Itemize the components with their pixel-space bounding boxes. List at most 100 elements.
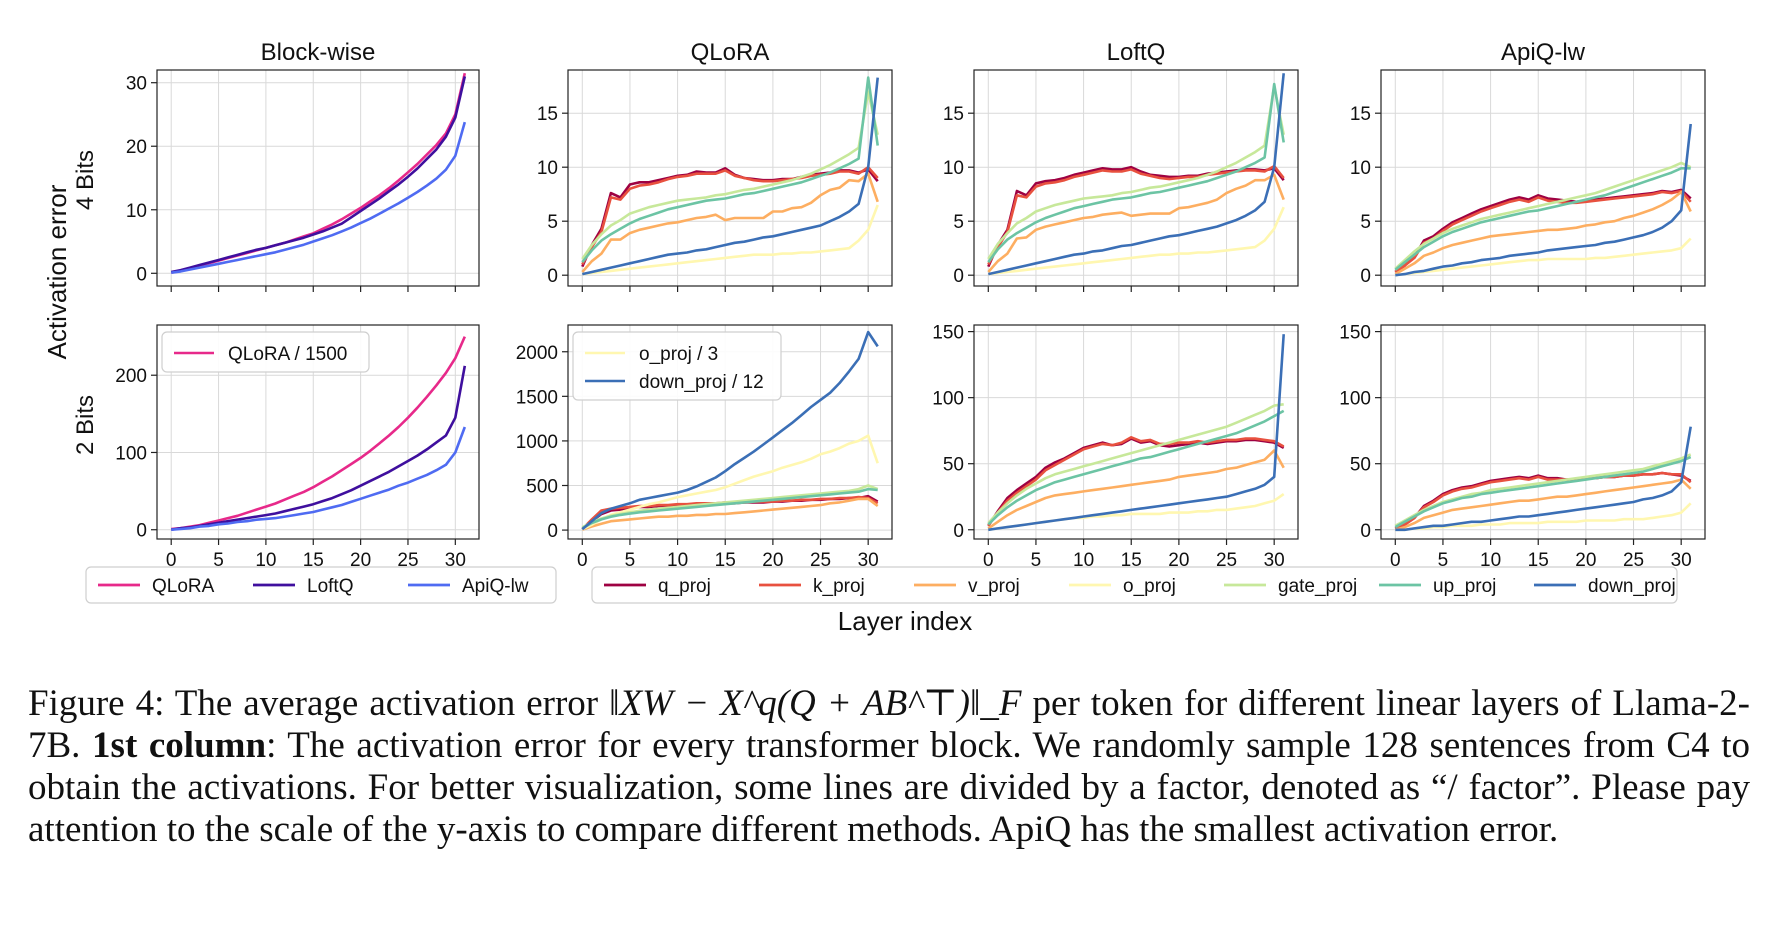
y-tick-label: 50 bbox=[943, 455, 964, 476]
plot-frame bbox=[156, 69, 480, 287]
y-tick-label: 0 bbox=[136, 521, 147, 542]
x-tick-label: 25 bbox=[397, 550, 418, 571]
row-label-2bits: 2 Bits bbox=[72, 395, 99, 455]
legend-box bbox=[85, 566, 557, 604]
y-tick-label: 5 bbox=[953, 212, 964, 233]
y-tick-label: 150 bbox=[932, 323, 964, 344]
x-tick-label: 25 bbox=[1216, 550, 1237, 571]
caption-math: ‖XW − X^q(Q + AB^⊤)‖_F bbox=[609, 683, 1022, 724]
series-line-down-proj bbox=[1395, 426, 1692, 532]
y-tick-label: 0 bbox=[953, 521, 964, 542]
y-tick-label: 15 bbox=[943, 104, 964, 125]
x-tick-label: 30 bbox=[445, 550, 466, 571]
x-tick-label: 20 bbox=[350, 550, 371, 571]
x-tick-label: 5 bbox=[213, 550, 224, 571]
x-tick-label: 5 bbox=[1031, 550, 1042, 571]
y-tick-label: 0 bbox=[547, 266, 558, 287]
y-tick-label: 15 bbox=[537, 104, 558, 125]
y-tick-label: 10 bbox=[537, 158, 558, 179]
x-tick-label: 25 bbox=[810, 550, 831, 571]
panel-2bit-3: 0 50 100 150 0 5 10 15 20 25 30 bbox=[1339, 323, 1706, 571]
series-line-down-proj bbox=[1395, 123, 1692, 277]
legend-label-qlora: QLoRA bbox=[152, 576, 215, 597]
series-line-up-proj bbox=[987, 409, 1285, 526]
x-tick-label: 5 bbox=[625, 550, 636, 571]
series-line-gate-proj bbox=[987, 403, 1284, 524]
series-line-gate-proj bbox=[581, 90, 879, 260]
row-label-4bits: 4 Bits bbox=[72, 150, 99, 210]
x-tick-label: 20 bbox=[1168, 550, 1189, 571]
y-tick-label: 500 bbox=[526, 477, 558, 498]
series-line-q-proj bbox=[1394, 471, 1692, 530]
figure-grid: 0 10 20 30 Block-wise 0 5 10 15 QLoRA 0 5 10 15 LoftQ 0… bbox=[42, 39, 1706, 636]
x-axis-label: Layer index bbox=[838, 606, 972, 636]
x-tick-label: 15 bbox=[715, 550, 736, 571]
plot-frame bbox=[156, 324, 480, 540]
y-tick-label: 10 bbox=[126, 201, 147, 222]
legend-label-apiq-lw: ApiQ-lw bbox=[462, 576, 529, 597]
inset-legend-label: down_proj / 12 bbox=[639, 372, 764, 393]
series-line-down-proj-12 bbox=[581, 330, 879, 531]
series-line-down-proj bbox=[582, 77, 879, 276]
legend-label-down-proj: down_proj bbox=[1588, 576, 1676, 597]
plot-frame bbox=[567, 69, 893, 287]
x-tick-label: 30 bbox=[1264, 550, 1285, 571]
panel-2bit-2: 0 50 100 150 0 5 10 15 20 25 30 bbox=[932, 323, 1299, 571]
x-tick-label: 25 bbox=[1623, 550, 1644, 571]
legend-label-gate-proj: gate_proj bbox=[1278, 576, 1357, 597]
y-tick-label: 2000 bbox=[516, 343, 558, 364]
series-line-gate-proj bbox=[987, 84, 1285, 260]
plot-frame bbox=[1380, 324, 1706, 540]
caption-prefix: Figure 4: The average activation error bbox=[28, 683, 610, 724]
series-line-loftq bbox=[170, 76, 467, 274]
figure-caption: Figure 4: The average activation error ‖… bbox=[28, 683, 1750, 851]
series-line-q-proj bbox=[581, 167, 879, 268]
x-tick-label: 0 bbox=[166, 550, 177, 571]
method-legend: QLoRA LoftQ ApiQ-lw bbox=[85, 566, 557, 604]
y-tick-label: 15 bbox=[1350, 104, 1371, 125]
panel-2bit-0: 0 100 200 0 5 10 15 20 25 30 bbox=[115, 324, 480, 571]
series-line-up-proj bbox=[1394, 455, 1692, 529]
x-tick-label: 0 bbox=[983, 550, 994, 571]
series-line-gate-proj bbox=[581, 484, 879, 529]
series-line-up-proj bbox=[581, 76, 879, 264]
y-tick-label: 100 bbox=[1339, 389, 1371, 410]
y-tick-label: 20 bbox=[126, 137, 147, 158]
y-tick-label: 10 bbox=[1350, 158, 1371, 179]
y-tick-label: 0 bbox=[136, 264, 147, 285]
series-line-gate-proj bbox=[1394, 161, 1692, 270]
inset-legend-box bbox=[572, 331, 782, 401]
panel-4bit-0: 0 10 20 30 Block-wise bbox=[126, 39, 480, 292]
panel-title: LoftQ bbox=[1107, 39, 1166, 66]
legend-label-loftq: LoftQ bbox=[307, 576, 353, 597]
proj-legend: q_proj k_proj v_proj o_proj gate_proj up_proj… bbox=[591, 566, 1678, 604]
y-tick-label: 50 bbox=[1350, 455, 1371, 476]
series-line-o-proj bbox=[988, 206, 1285, 276]
series-line-up-proj bbox=[581, 487, 878, 530]
legend-box bbox=[591, 566, 1678, 604]
y-tick-label: 100 bbox=[115, 443, 147, 464]
x-tick-label: 20 bbox=[1575, 550, 1596, 571]
series-line-v-proj bbox=[987, 449, 1285, 530]
series-line-up-proj bbox=[987, 82, 1285, 263]
x-tick-label: 10 bbox=[667, 550, 688, 571]
x-tick-label: 15 bbox=[303, 550, 324, 571]
y-tick-label: 5 bbox=[547, 212, 558, 233]
series-line-down-proj bbox=[988, 334, 1285, 532]
series-line-loftq bbox=[170, 365, 467, 531]
series-line-v-proj bbox=[581, 172, 879, 273]
caption-bold: 1st column bbox=[92, 725, 267, 766]
series-line-o-proj bbox=[1395, 237, 1692, 277]
series-line-apiq-lw bbox=[171, 426, 467, 531]
y-tick-label: 5 bbox=[1360, 212, 1371, 233]
plot-frame bbox=[973, 69, 1299, 287]
y-tick-label: 0 bbox=[953, 266, 964, 287]
series-line-o-proj bbox=[582, 204, 879, 276]
x-tick-label: 0 bbox=[577, 550, 588, 571]
legend-label-v-proj: v_proj bbox=[968, 576, 1020, 597]
panel-title: Block-wise bbox=[261, 39, 376, 66]
panel-title: ApiQ-lw bbox=[1501, 39, 1586, 66]
y-tick-label: 0 bbox=[547, 521, 558, 542]
series-line-o-proj-3 bbox=[581, 434, 879, 531]
series-line-v-proj bbox=[1394, 478, 1692, 532]
